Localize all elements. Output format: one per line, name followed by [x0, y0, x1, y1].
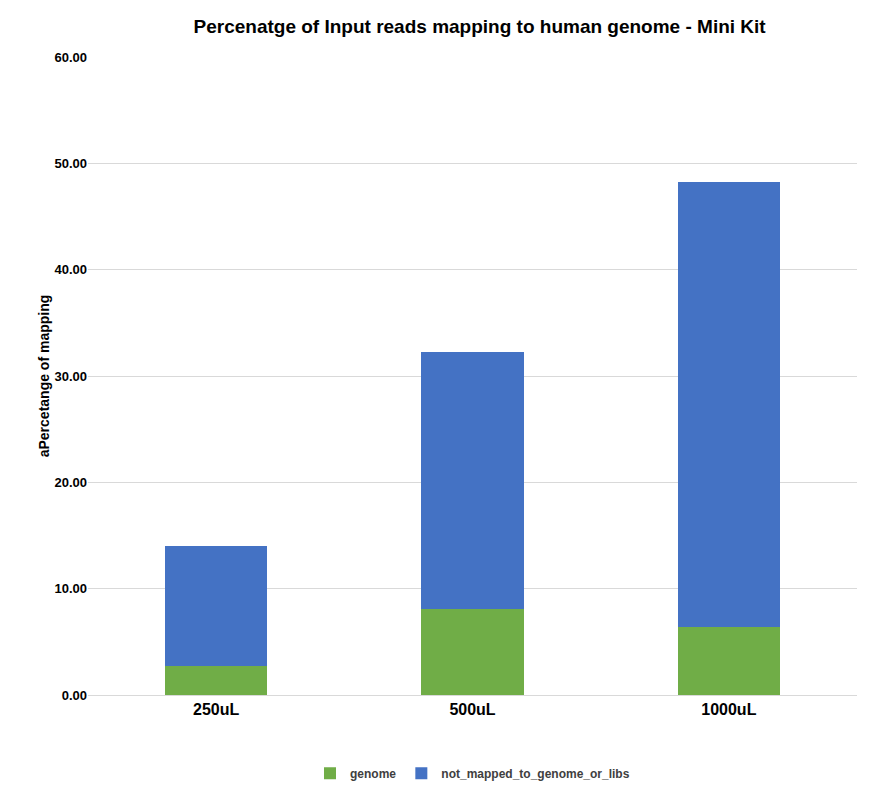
- svg-text:40.00: 40.00: [54, 262, 87, 277]
- svg-text:500uL: 500uL: [449, 701, 495, 718]
- svg-text:10.00: 10.00: [54, 581, 87, 596]
- svg-text:1000uL: 1000uL: [701, 701, 756, 718]
- svg-text:genome: genome: [350, 767, 396, 781]
- svg-text:Percenatge of Input reads mapp: Percenatge of Input reads mapping to hum…: [194, 16, 767, 37]
- svg-text:20.00: 20.00: [54, 475, 87, 490]
- svg-text:aPercetange of mapping: aPercetange of mapping: [36, 295, 52, 458]
- svg-text:30.00: 30.00: [54, 369, 87, 384]
- svg-text:not_mapped_to_genome_or_libs: not_mapped_to_genome_or_libs: [441, 767, 629, 781]
- svg-text:60.00: 60.00: [54, 50, 87, 65]
- svg-text:0.00: 0.00: [62, 688, 87, 703]
- svg-text:50.00: 50.00: [54, 156, 87, 171]
- svg-text:250uL: 250uL: [193, 701, 239, 718]
